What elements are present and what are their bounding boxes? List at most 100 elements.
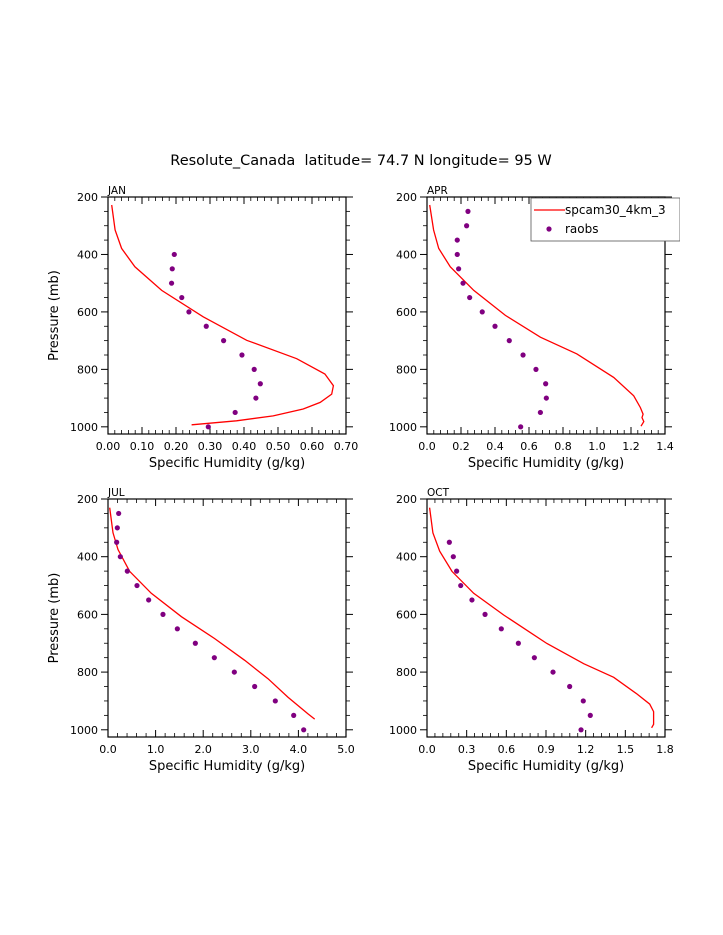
x-tick-label: 1.8 xyxy=(656,743,674,756)
x-tick-label: 0.50 xyxy=(266,440,291,453)
y-tick-label: 1000 xyxy=(389,724,417,737)
raobs-point xyxy=(567,683,573,690)
raobs-point xyxy=(465,208,471,214)
x-axis-title: Specific Humidity (g/kg) xyxy=(468,759,624,774)
x-tick-label: 4.0 xyxy=(290,743,308,756)
raobs-point xyxy=(506,338,512,344)
raobs-point xyxy=(257,381,263,387)
x-tick-label: 0.40 xyxy=(232,440,257,453)
y-axis-title: Pressure (mb) xyxy=(47,573,62,664)
raobs-point xyxy=(458,582,464,589)
x-tick-label: 0.9 xyxy=(537,743,555,756)
raobs-point xyxy=(301,727,307,733)
x-tick-label: 0.60 xyxy=(300,440,325,453)
model-profile-line xyxy=(429,204,645,427)
raobs-point xyxy=(467,294,473,301)
x-axis-title: Specific Humidity (g/kg) xyxy=(468,456,624,471)
x-tick-label: 0.2 xyxy=(452,440,470,453)
x-tick-label: 0.6 xyxy=(520,440,538,453)
raobs-point xyxy=(454,251,460,258)
y-tick-label: 800 xyxy=(77,666,98,679)
y-tick-label: 600 xyxy=(396,306,417,319)
raobs-point xyxy=(446,539,452,545)
raobs-point xyxy=(531,655,537,661)
x-tick-label: 1.0 xyxy=(147,743,165,756)
raobs-point xyxy=(221,338,227,344)
plot-frame xyxy=(426,498,666,738)
raobs-point xyxy=(479,309,485,315)
x-tick-label: 3.0 xyxy=(242,743,260,756)
raobs-point xyxy=(482,611,488,617)
model-profile-line xyxy=(428,507,655,729)
plot-frame xyxy=(107,498,347,738)
raobs-point xyxy=(492,323,498,329)
raobs-point xyxy=(469,597,475,603)
x-tick-label: 2.0 xyxy=(194,743,212,756)
raobs-point xyxy=(186,309,192,315)
raobs-point xyxy=(232,409,238,416)
raobs-point xyxy=(203,323,209,329)
raobs-point xyxy=(205,424,211,430)
legend-box xyxy=(530,197,680,242)
x-tick-label: 0.3 xyxy=(458,743,476,756)
y-tick-label: 200 xyxy=(396,493,417,506)
x-tick-label: 1.4 xyxy=(656,440,674,453)
raobs-point xyxy=(456,266,462,272)
raobs-point xyxy=(587,712,593,718)
x-tick-label: 1.0 xyxy=(588,440,606,453)
raobs-point xyxy=(291,712,297,718)
y-tick-label: 1000 xyxy=(70,724,98,737)
raobs-point xyxy=(124,568,130,574)
raobs-point xyxy=(134,582,140,589)
panel-apr: APR 0.0 0.2 0.4 0.6 0.8 1.0 1.2 1.4 200 400 600 800 1… xyxy=(389,185,674,471)
raobs-point xyxy=(192,640,198,646)
panel-jul: JUL 0.0 1.0 2.0 3.0 4.0 5.0 200 400 600 800 1000 Spe… xyxy=(47,487,355,774)
raobs-point xyxy=(520,352,526,358)
model-profile-line xyxy=(109,507,316,720)
x-tick-label: 0.0 xyxy=(99,743,117,756)
y-tick-label: 400 xyxy=(396,551,417,564)
raobs-point xyxy=(578,727,584,733)
y-axis-title: Pressure (mb) xyxy=(47,270,62,361)
raobs-point xyxy=(543,395,549,401)
raobs-point xyxy=(550,669,556,675)
y-tick-label: 400 xyxy=(396,248,417,261)
raobs-point xyxy=(169,266,175,272)
x-tick-label: 0.20 xyxy=(164,440,189,453)
y-tick-label: 400 xyxy=(77,248,98,261)
x-tick-label: 0.8 xyxy=(554,440,572,453)
plot-frame xyxy=(107,196,347,435)
x-axis-title: Specific Humidity (g/kg) xyxy=(149,456,305,471)
x-axis-title: Specific Humidity (g/kg) xyxy=(149,759,305,774)
y-tick-label: 1000 xyxy=(389,421,417,434)
raobs-point xyxy=(179,294,185,301)
raobs-point xyxy=(168,280,175,286)
y-tick-label: 600 xyxy=(77,306,98,319)
x-tick-label: 1.5 xyxy=(617,743,635,756)
raobs-point xyxy=(543,381,549,387)
raobs-point xyxy=(515,640,521,646)
panel-title: JAN xyxy=(107,185,126,197)
x-tick-label: 0.00 xyxy=(96,440,121,453)
x-tick-label: 0.10 xyxy=(130,440,155,453)
panel-title: JUL xyxy=(107,487,125,499)
x-tick-label: 0.0 xyxy=(418,743,436,756)
y-tick-label: 600 xyxy=(77,608,98,621)
panel-oct: OCT 0.0 0.3 0.6 0.9 1.2 1.5 1.8 200 400 600 800 1000… xyxy=(389,487,674,774)
x-tick-label: 0.0 xyxy=(418,440,436,453)
panel-title: OCT xyxy=(427,487,450,499)
plot-frame xyxy=(426,196,666,435)
raobs-point xyxy=(533,366,539,372)
y-tick-label: 800 xyxy=(77,363,98,376)
raobs-point xyxy=(114,539,120,545)
raobs-point xyxy=(211,655,217,661)
raobs-point xyxy=(253,395,259,401)
panel-jan: JAN 0.00 0.10 0.20 0.30 0.40 0.50 0.60 0.70 200 40… xyxy=(47,185,358,471)
raobs-point xyxy=(114,525,120,531)
x-tick-label: 1.2 xyxy=(577,743,595,756)
raobs-point xyxy=(450,554,456,560)
raobs-point xyxy=(146,597,152,603)
raobs-point xyxy=(160,611,166,617)
